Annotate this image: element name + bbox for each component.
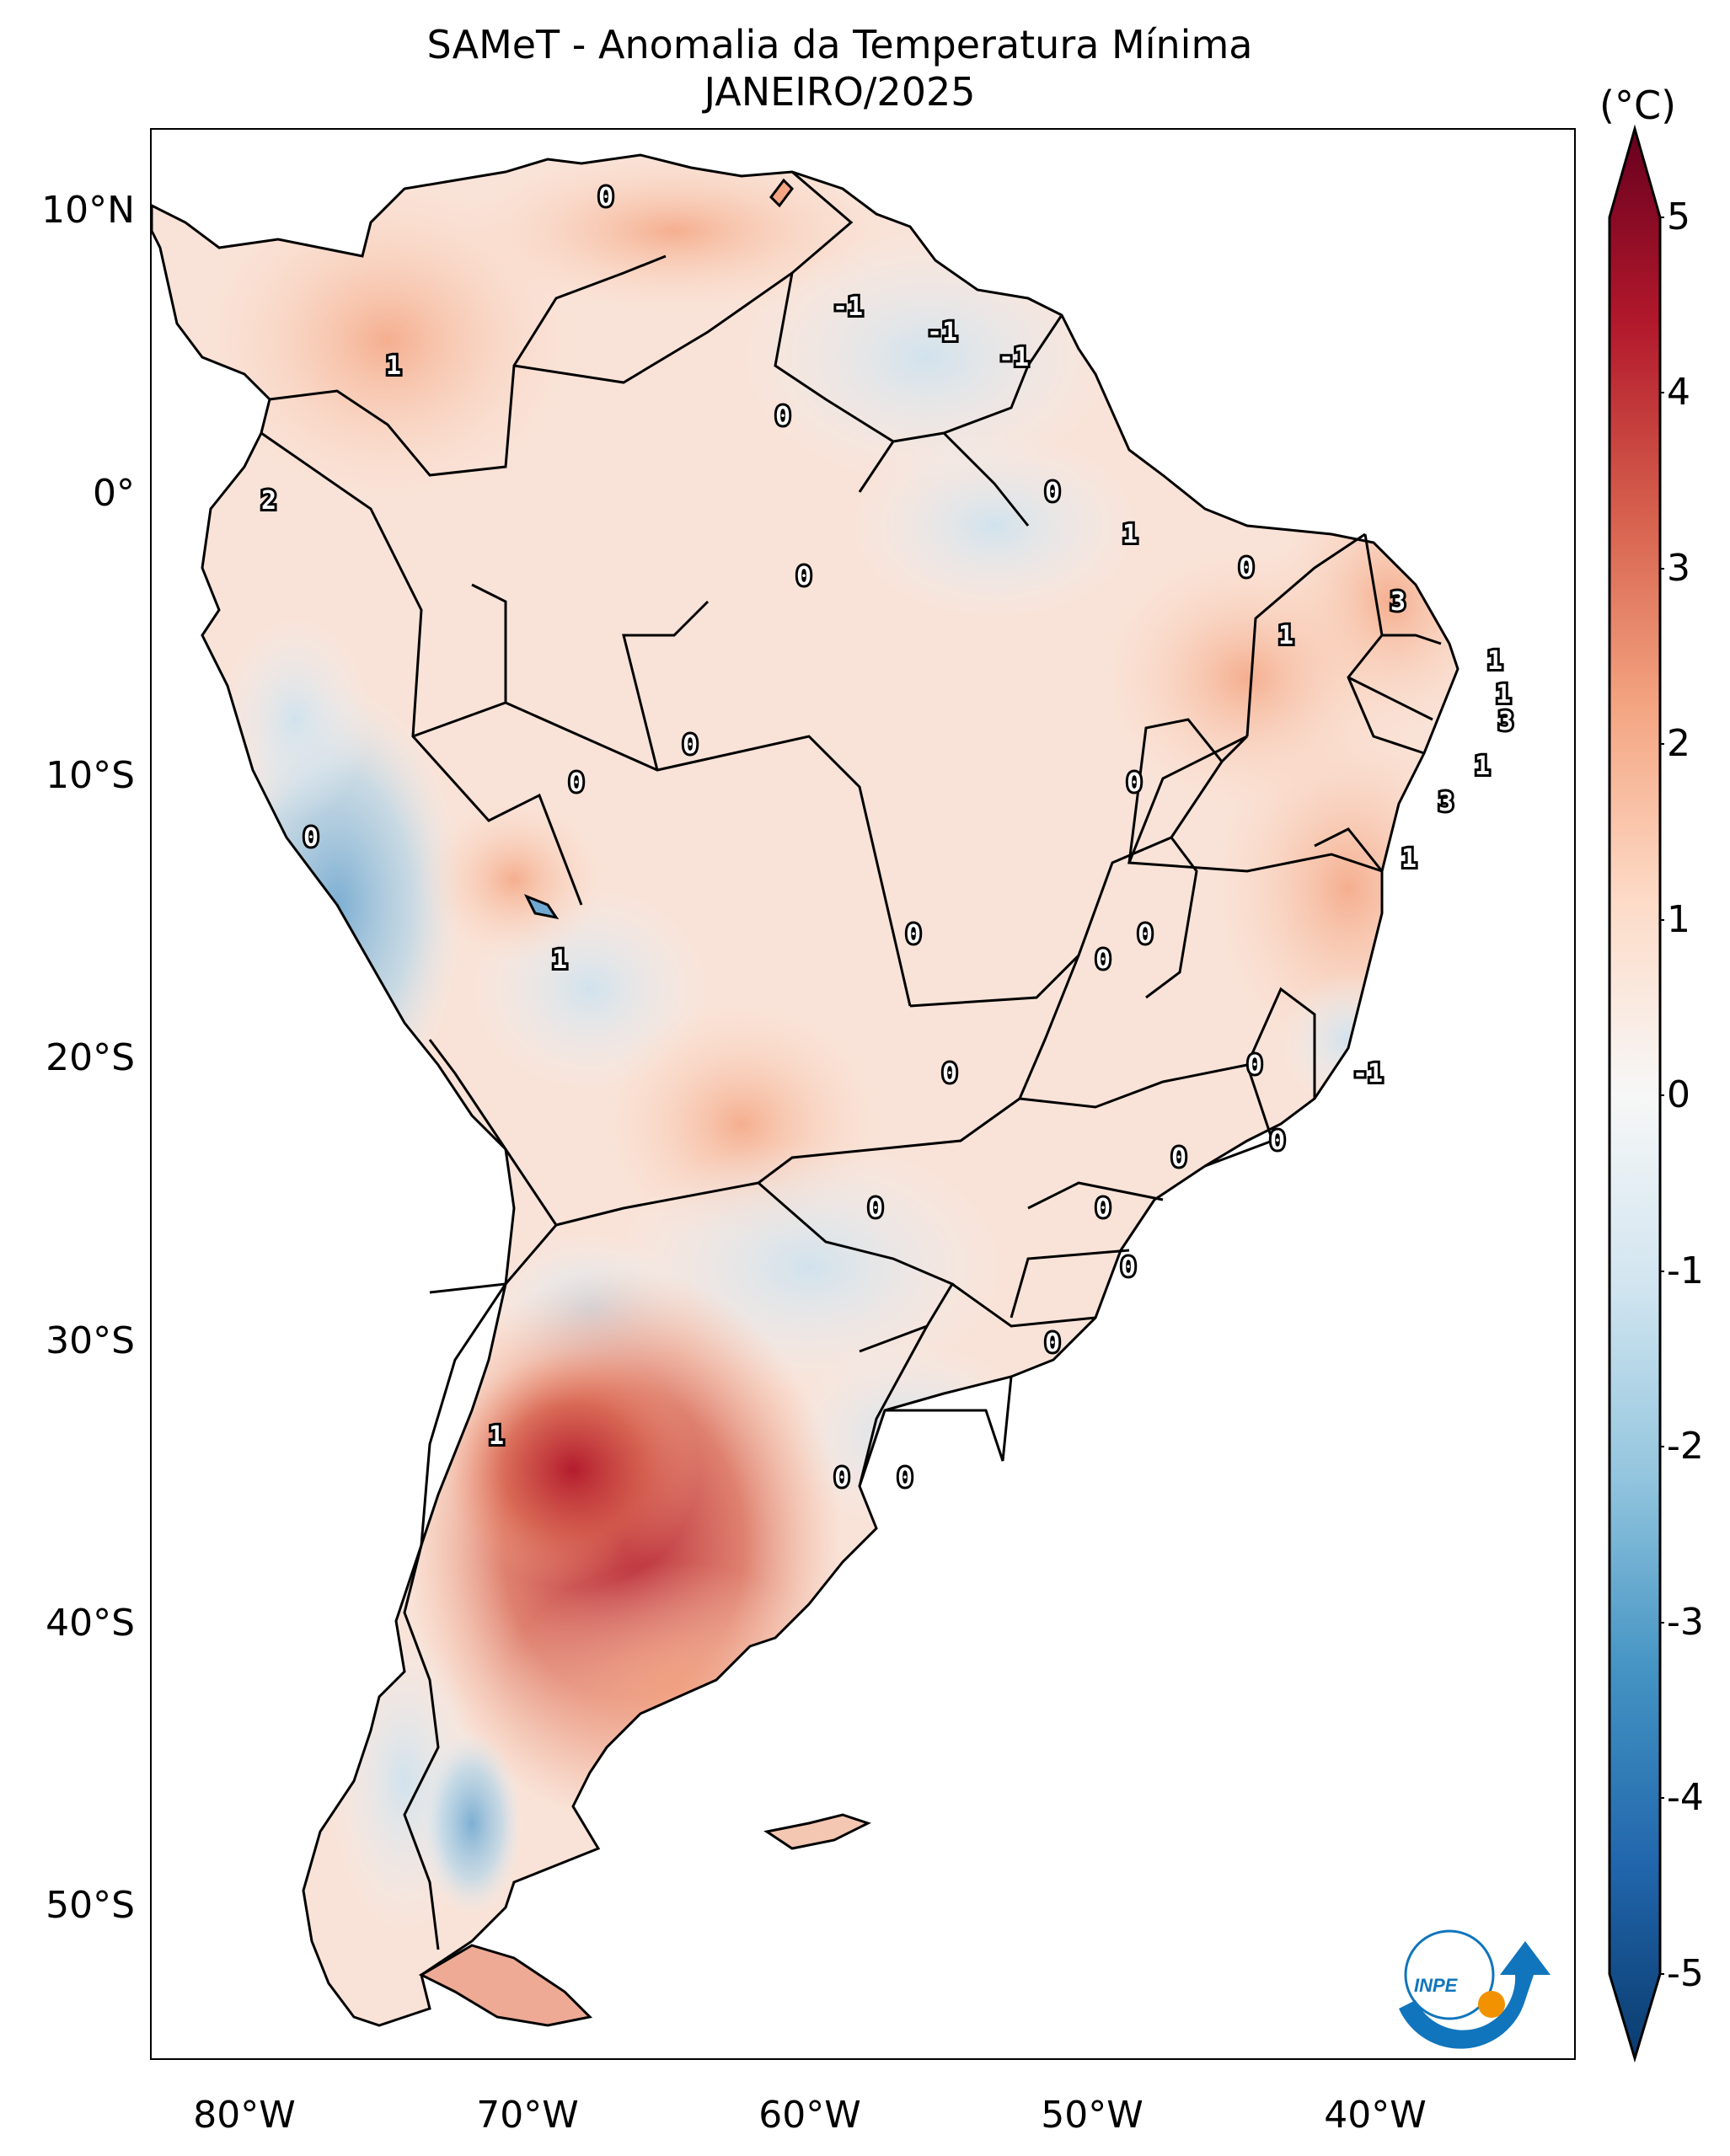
lat-tick-30s: 30°S [46,1319,135,1362]
colorbar-tick-2: 2 [1667,722,1690,765]
anomaly-field [152,155,1458,2025]
contour-label: 0 [834,1463,849,1493]
contour-label: 3 [1390,587,1406,617]
map-subtitle: JANEIRO/2025 [704,69,976,115]
contour-label: 0 [897,1463,913,1493]
contour-label: 1 [489,1421,504,1451]
lon-tick-60w: 60°W [758,2094,861,2137]
contour-label: 1 [552,945,567,975]
contour-label: -1 [833,292,863,322]
lon-tick-40w: 40°W [1324,2094,1427,2137]
contour-label: 0 [942,1059,957,1089]
contour-label: 1 [1475,752,1490,781]
logo-text: INPE [1414,1975,1459,1996]
map-panel: 0 -1 -1 -1 1 0 2 0 1 0 0 3 1 1 1 3 1 3 1… [150,128,1576,2060]
contour-label: 0 [569,768,584,798]
contour-label: 0 [1095,945,1111,975]
contour-label: 0 [1239,554,1254,583]
logo-arc-icon [1399,1941,1551,2049]
contour-label: 0 [868,1194,883,1223]
lat-tick-10s: 10°S [46,754,135,797]
colorbar-tick-neg5: -5 [1667,1952,1704,1995]
contour-label: 1 [1122,520,1138,549]
contour-label: 0 [598,183,613,212]
contour-label: 0 [1121,1253,1136,1282]
contour-label: 0 [1045,1329,1060,1358]
contour-label: 1 [1401,844,1417,874]
colorbar-tick-neg1: -1 [1667,1249,1704,1292]
lon-tick-50w: 50°W [1041,2094,1144,2137]
inpe-logo: INPE [1399,1929,1551,2049]
lake-titicaca [523,894,560,920]
contour-label: 2 [261,486,276,516]
lat-tick-50s: 50°S [46,1884,135,1927]
contour-label: 0 [1095,1194,1111,1223]
colorbar-tick-neg2: -2 [1667,1425,1704,1468]
contour-label: 1 [1496,680,1511,709]
falklands-islands [763,1813,871,1850]
contour-label: 0 [1138,920,1153,950]
contour-label: 0 [1127,768,1142,798]
contour-label: 0 [303,823,319,853]
contour-label: 0 [906,920,921,950]
contour-label: 3 [1498,707,1513,736]
contour-label: 0 [1270,1126,1285,1156]
lat-tick-10n: 10°N [41,189,135,232]
contour-label: 1 [1278,621,1293,650]
colorbar [1608,125,1664,2062]
colorbar-gradient [1608,125,1662,2062]
contour-label: -1 [927,318,957,347]
colorbar-tick-5: 5 [1667,195,1690,238]
contour-label: 0 [796,562,811,591]
contour-label: 0 [1171,1143,1186,1173]
south-america-map: 0 -1 -1 -1 1 0 2 0 1 0 0 3 1 1 1 3 1 3 1… [152,153,1551,2049]
colorbar-tick-neg4: -4 [1667,1776,1704,1819]
contour-label: -1 [999,343,1029,372]
logo-orbit-icon [1404,1929,1495,2020]
contour-label: 3 [1438,788,1454,817]
map-title: SAMeT - Anomalia da Temperatura Mínima [426,22,1253,67]
colorbar-tick-4: 4 [1667,371,1690,414]
lat-tick-0: 0° [93,472,135,515]
lon-tick-70w: 70°W [476,2094,579,2137]
contour-label: -1 [1352,1059,1383,1089]
contour-label: 0 [775,402,790,431]
contour-labels: 0 -1 -1 -1 1 0 2 0 1 0 0 3 1 1 1 3 1 3 1… [259,180,1516,1495]
lat-tick-20s: 20°S [46,1036,135,1079]
contour-label: 1 [1487,646,1502,676]
colorbar-tick-neg3: -3 [1667,1601,1704,1644]
lat-tick-40s: 40°S [46,1602,135,1645]
contour-label: 1 [386,351,401,381]
colorbar-ticks [1660,217,1664,1975]
trinidad-island [769,178,794,208]
contour-label: 0 [1247,1051,1262,1080]
political-borders [152,153,1460,2027]
lon-tick-80w: 80°W [193,2094,296,2137]
logo-sun-icon [1478,1991,1505,2018]
contour-label: 0 [683,730,698,760]
colorbar-unit: (°C) [1599,83,1677,128]
colorbar-tick-1: 1 [1667,898,1690,941]
tierra-del-fuego [418,1944,593,2027]
colorbar-tick-3: 3 [1667,547,1690,590]
contour-label: 0 [1045,478,1060,507]
colorbar-tick-0: 0 [1667,1073,1690,1116]
